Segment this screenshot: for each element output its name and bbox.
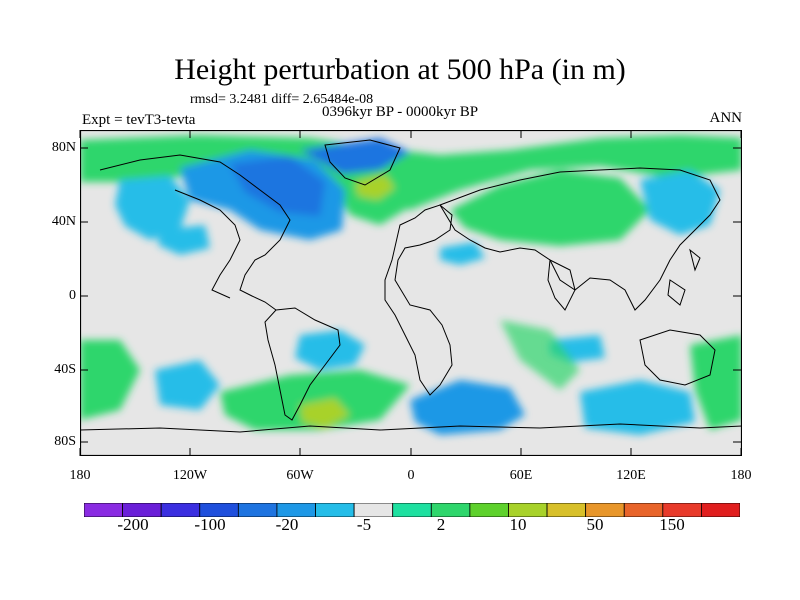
colorbar-label-2: 2 bbox=[436, 515, 446, 534]
period-label: 0396kyr BP - 0000kyr BP bbox=[322, 104, 479, 120]
contour-atlantic-yellow bbox=[355, 174, 395, 200]
colorbar-label-10: 10 bbox=[509, 515, 527, 534]
lat-label-80n: 80N bbox=[51, 140, 76, 155]
colorbar-label-neg100: -100 bbox=[194, 515, 226, 534]
contour-southamerica-blue bbox=[295, 330, 365, 370]
contour-spacific-green-west bbox=[80, 340, 140, 420]
contour-indian-green bbox=[500, 320, 580, 390]
map-title: Height perturbation at 500 hPa (in m) bbox=[174, 53, 626, 86]
lon-label-0: 0 bbox=[407, 468, 415, 483]
contour-eastasia-blue bbox=[640, 170, 720, 235]
stats-text: rmsd= 3.2481 diff= 2.65484e-08 bbox=[190, 92, 374, 107]
lat-label-40n: 40N bbox=[51, 214, 76, 229]
contour-epacific-blue bbox=[158, 225, 210, 255]
lon-label-120w: 120W bbox=[172, 468, 208, 483]
contour-mideast-blue bbox=[440, 242, 485, 265]
contour-greenland-blue bbox=[300, 138, 410, 174]
lon-label-120e: 120E bbox=[616, 468, 646, 483]
contour-sindian-blue bbox=[580, 380, 695, 435]
contour-satlantic-blue bbox=[410, 380, 525, 435]
lon-label-60w: 60W bbox=[286, 468, 314, 483]
coastlines bbox=[80, 139, 742, 433]
experiment-label: Expt = tevT3-tevta bbox=[82, 112, 196, 128]
lon-label-60e: 60E bbox=[509, 468, 533, 483]
contour-fields bbox=[80, 135, 742, 435]
colorbar bbox=[84, 503, 740, 517]
contour-canada-darkblue bbox=[230, 156, 325, 216]
colorbar-swatch bbox=[701, 503, 740, 517]
colorbar-label-150: 150 bbox=[659, 515, 685, 534]
contour-southern-yellow bbox=[300, 398, 350, 428]
lat-label-0: 0 bbox=[69, 288, 76, 303]
season-label: ANN bbox=[709, 110, 743, 126]
colorbar-label-50: 50 bbox=[586, 515, 604, 534]
contour-spacific-green-east bbox=[690, 335, 742, 430]
contour-spacific-blue bbox=[155, 360, 220, 410]
contour-eurasia-green bbox=[450, 170, 650, 246]
lat-label-80s: 80S bbox=[54, 434, 76, 449]
lon-label-180w: 180 bbox=[69, 468, 91, 483]
colorbar-label-neg5: -5 bbox=[356, 515, 372, 534]
contour-npacific-blue bbox=[115, 176, 190, 240]
lon-label-180e: 180 bbox=[730, 468, 752, 483]
field-plot bbox=[80, 130, 742, 456]
colorbar-label-neg200: -200 bbox=[117, 515, 149, 534]
lat-label-40s: 40S bbox=[54, 362, 76, 377]
colorbar-label-neg20: -20 bbox=[275, 515, 299, 534]
map-panel bbox=[80, 130, 742, 456]
contour-southern-green bbox=[220, 370, 410, 430]
